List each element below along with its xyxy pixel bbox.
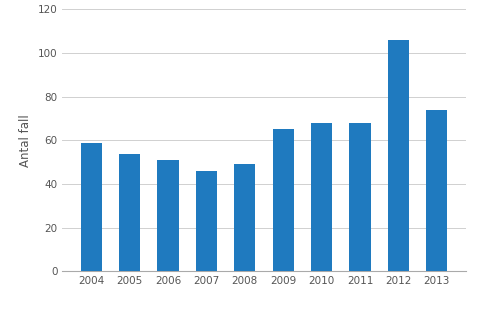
Bar xyxy=(157,160,179,271)
Bar xyxy=(388,40,409,271)
Bar xyxy=(196,171,217,271)
Bar xyxy=(119,154,140,271)
Bar xyxy=(349,123,371,271)
Bar xyxy=(426,110,447,271)
Bar xyxy=(81,143,102,271)
Y-axis label: Antal fall: Antal fall xyxy=(19,114,32,167)
Bar xyxy=(273,129,294,271)
Bar xyxy=(311,123,332,271)
Bar xyxy=(234,164,255,271)
